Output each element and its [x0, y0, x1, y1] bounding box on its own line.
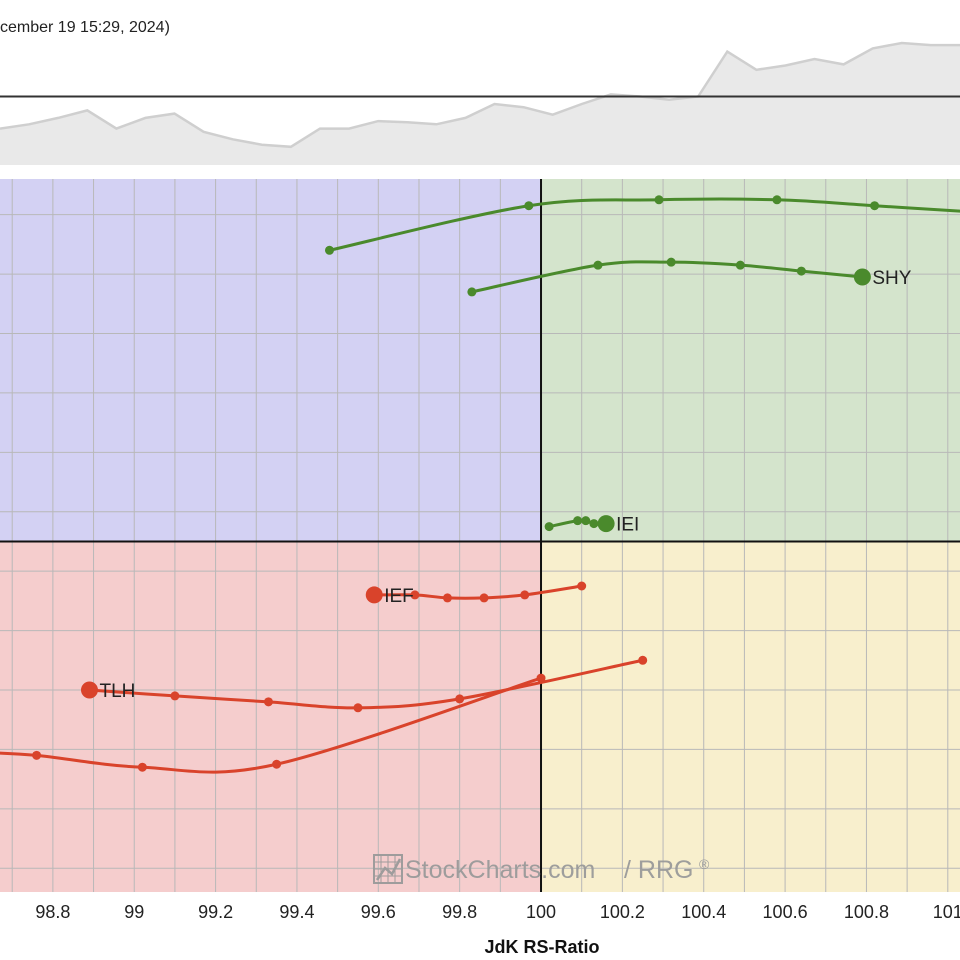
series-point[interactable]: [272, 759, 282, 769]
x-axis-title: JdK RS-Ratio: [484, 937, 599, 957]
series-iei: IEI: [544, 515, 639, 536]
x-tick-label: 99.2: [198, 902, 233, 922]
series-point[interactable]: [353, 703, 363, 713]
series-point[interactable]: [544, 522, 554, 532]
series-point[interactable]: [170, 691, 180, 701]
series-point[interactable]: [735, 260, 745, 270]
series-point[interactable]: [137, 762, 147, 772]
series-head-point[interactable]: [80, 681, 98, 699]
series-head-point[interactable]: [597, 515, 615, 533]
watermark-text: StockCharts.com: [405, 856, 595, 884]
series-point[interactable]: [524, 201, 534, 211]
watermark-registered: ®: [699, 856, 710, 872]
series-point[interactable]: [479, 593, 489, 603]
rrg-plot-area: StockCharts.com / RRG ® SHY IEI IEF TLH: [0, 179, 960, 892]
watermark-suffix: / RRG: [624, 856, 693, 884]
benchmark-area: [0, 43, 960, 165]
x-tick-label: 100: [526, 902, 556, 922]
series-point[interactable]: [577, 581, 587, 591]
chart-date: cember 19 15:29, 2024): [0, 19, 170, 36]
series-point[interactable]: [263, 697, 273, 707]
x-tick-label: 101: [933, 902, 960, 922]
watermark: StockCharts.com / RRG ®: [373, 854, 710, 884]
x-tick-label: 98.8: [35, 902, 70, 922]
x-axis-ticks: 98.8 99 99.2 99.4 99.6 99.8 100 100.2 100.4 100.6…: [35, 902, 960, 922]
series-point[interactable]: [32, 750, 42, 760]
series-label-iei: IEI: [616, 515, 639, 536]
series-point[interactable]: [593, 260, 603, 270]
leading-quadrant: [541, 179, 960, 542]
series-point[interactable]: [796, 266, 806, 276]
x-tick-label: 99.6: [361, 902, 396, 922]
x-tick-label: 100.4: [681, 902, 726, 922]
series-tail: [0, 673, 546, 774]
series-point[interactable]: [467, 287, 477, 297]
series-point[interactable]: [638, 655, 648, 665]
x-tick-label: 99.4: [279, 902, 314, 922]
x-tick-label: 100.8: [844, 902, 889, 922]
x-tick-label: 100.2: [600, 902, 645, 922]
series-point[interactable]: [455, 694, 465, 704]
x-tick-label: 100.6: [763, 902, 808, 922]
series-point[interactable]: [520, 590, 530, 600]
x-tick-label: 99: [124, 902, 144, 922]
series-point[interactable]: [581, 516, 591, 526]
series-label-ief: IEF: [384, 586, 414, 607]
series-point[interactable]: [536, 673, 546, 683]
series-point[interactable]: [442, 593, 452, 603]
series-point[interactable]: [589, 519, 599, 529]
series-label-tlh: TLH: [99, 681, 135, 702]
series-point[interactable]: [666, 257, 676, 267]
series-shy: SHY: [467, 257, 912, 297]
series-point[interactable]: [870, 201, 880, 211]
series-point[interactable]: [772, 195, 782, 205]
benchmark-line: [0, 41, 960, 149]
series-label-shy: SHY: [872, 268, 911, 289]
weakening-quadrant: [541, 541, 960, 892]
series-tail: [324, 195, 960, 255]
improving-quadrant: [0, 179, 542, 542]
x-tick-label: 99.8: [442, 902, 477, 922]
grid-lines: [0, 179, 960, 892]
chart-logo-icon: [373, 854, 403, 884]
series-point[interactable]: [324, 245, 334, 255]
series-ief: IEF: [365, 581, 587, 607]
series-head-point[interactable]: [853, 268, 871, 286]
rrg-series: SHY IEI IEF TLH: [0, 195, 960, 774]
series-point[interactable]: [410, 590, 420, 600]
series-point[interactable]: [654, 195, 664, 205]
series-head-point[interactable]: [365, 586, 383, 604]
series-point[interactable]: [573, 516, 583, 526]
benchmark-panel: [0, 0, 960, 165]
